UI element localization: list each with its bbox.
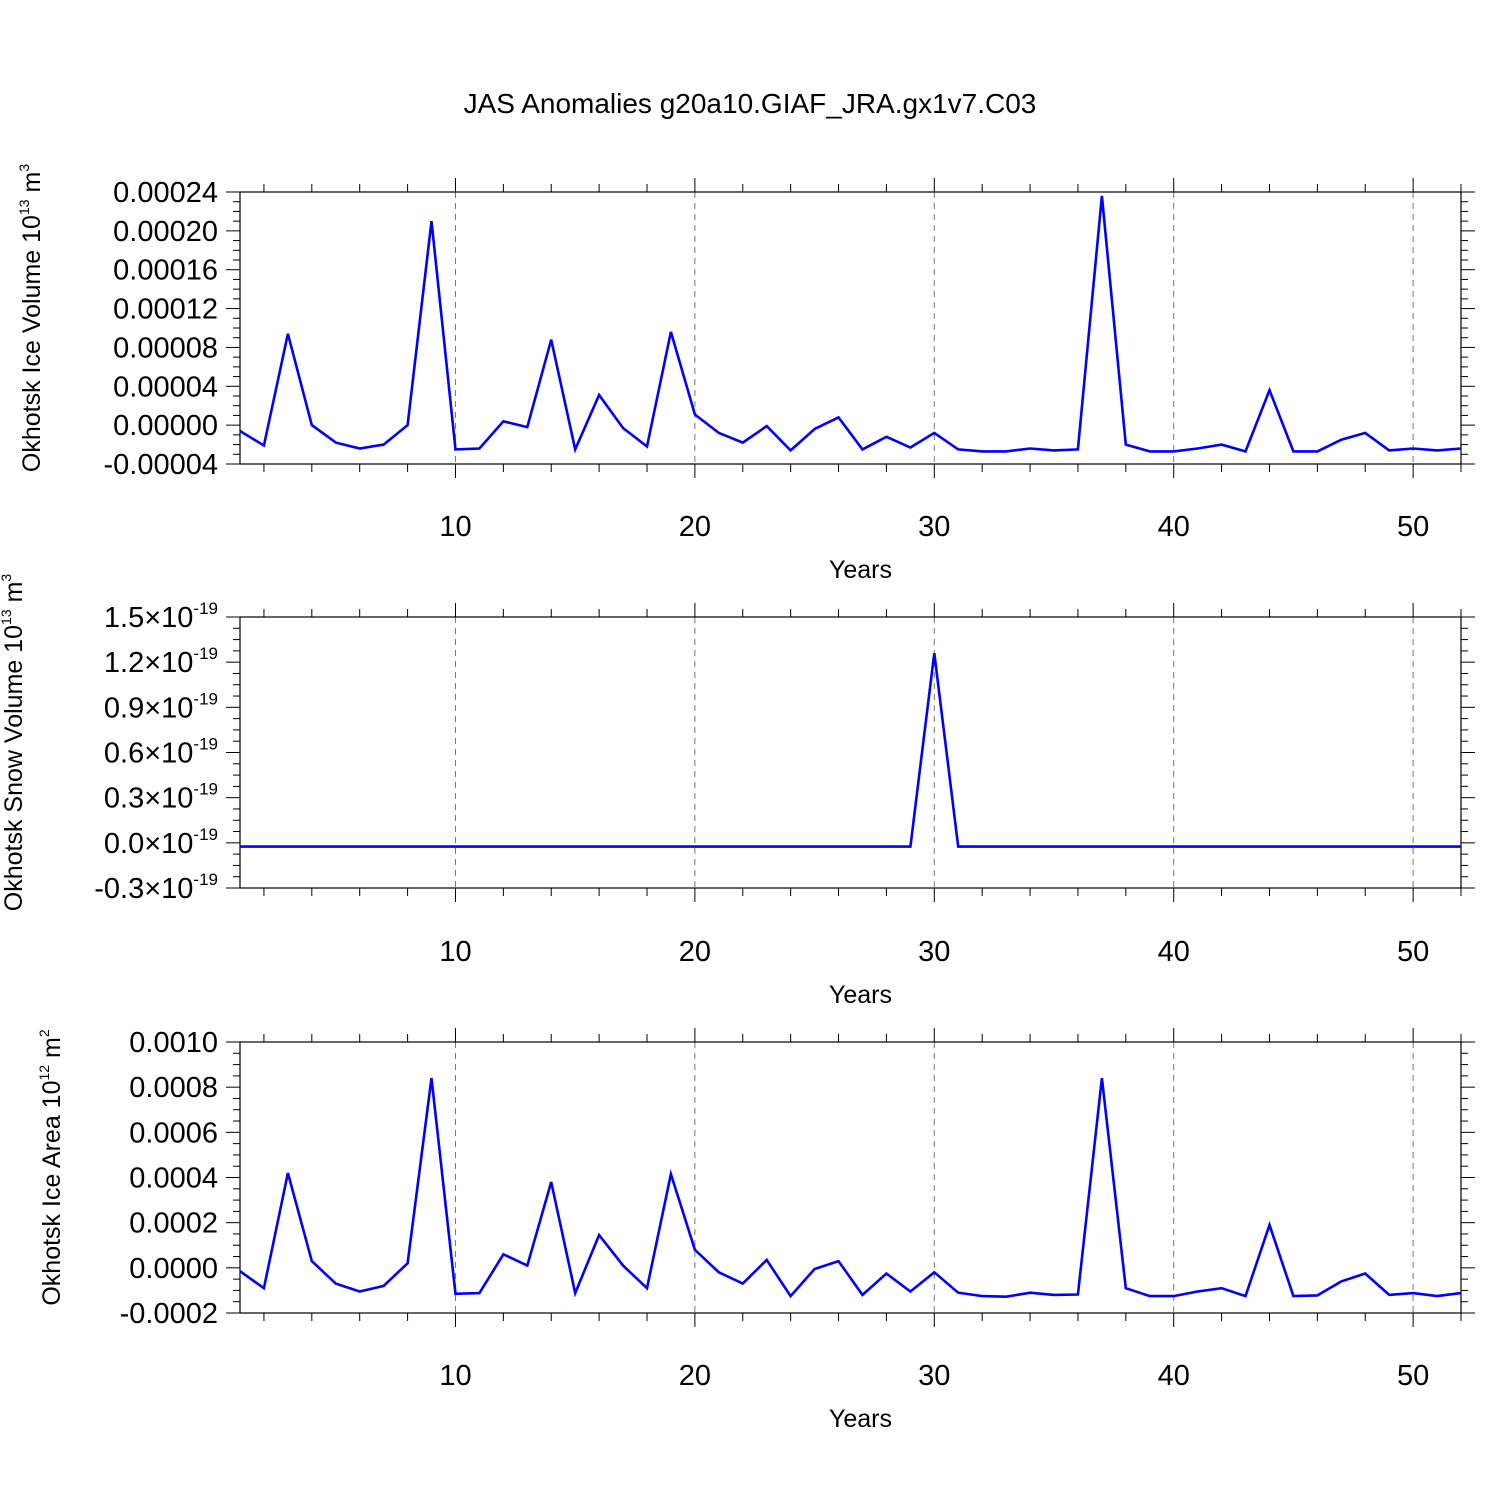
- y-tick-label: 0.00012: [113, 294, 218, 326]
- x-tick-label: 40: [1158, 1360, 1190, 1392]
- y-tick-label: 0.9×10-19: [104, 689, 218, 724]
- chart-panel-2: 10 20 30 40 50 -0.3×10-19 0.0×10-19 0.3×10-19 0.…: [0, 574, 1475, 1009]
- x-tick-label: 10: [439, 936, 471, 968]
- y-tick-label: -0.0002: [120, 1298, 218, 1330]
- y-tick-label: 0.0×10-19: [104, 825, 218, 860]
- chart-panel-1: 10 20 30 40 50 -0.00004 0.00000 0.00004 0.00008 0…: [16, 164, 1475, 584]
- x-tick-label: 20: [679, 936, 711, 968]
- y-tick-label: 0.6×10-19: [104, 735, 218, 770]
- y-tick-label: 1.5×10-19: [104, 599, 218, 634]
- plot-frame: [239, 1041, 1462, 1314]
- x-tick-label: 50: [1397, 936, 1429, 968]
- y-tick-label: 0.00004: [113, 371, 218, 403]
- x-tick-label: 40: [1158, 936, 1190, 968]
- page-title: JAS Anomalies g20a10.GIAF_JRA.gx1v7.C03: [463, 88, 1037, 119]
- x-tick-label: 50: [1397, 511, 1429, 543]
- series-line: [239, 1077, 1462, 1299]
- x-tick-label: 40: [1158, 511, 1190, 543]
- y-axis-label: Okhotsk Snow Volume 1013 m3: [0, 574, 28, 912]
- x-tick-label: 20: [679, 1360, 711, 1392]
- x-tick-label: 10: [439, 1360, 471, 1392]
- y-tick-label: 0.0000: [129, 1253, 218, 1285]
- y-tick-label: 0.0004: [129, 1163, 218, 1195]
- x-tick-label: 50: [1397, 1360, 1429, 1392]
- y-tick-label: -0.3×10-19: [94, 870, 218, 905]
- y-tick-label: 0.0002: [129, 1208, 218, 1240]
- y-tick-label: 1.2×10-19: [104, 644, 218, 679]
- y-tick-label: 0.0008: [129, 1072, 218, 1104]
- plot-frame: [239, 191, 1462, 465]
- x-tick-label: 20: [679, 511, 711, 543]
- y-tick-label: 0.00008: [113, 332, 218, 364]
- x-axis-label: Years: [829, 556, 892, 584]
- y-axis-label: Okhotsk Ice Area 1012 m2: [36, 1029, 66, 1305]
- chart-panel-3: 10 20 30 40 50 -0.0002 0.0000 0.0002 0.0004 0.000…: [36, 1027, 1475, 1433]
- x-axis-label: Years: [829, 1405, 892, 1433]
- y-tick-label: 0.00020: [113, 216, 218, 248]
- y-tick-label: 0.00024: [113, 177, 218, 209]
- series-line: [240, 652, 1461, 848]
- y-axis-label: Okhotsk Ice Volume 1013 m3: [16, 164, 46, 472]
- y-tick-label: 0.0006: [129, 1117, 218, 1149]
- x-tick-label: 30: [918, 936, 950, 968]
- y-tick-label: 0.00000: [113, 410, 218, 442]
- y-tick-label: -0.00004: [104, 449, 219, 481]
- y-tick-label: 0.3×10-19: [104, 780, 218, 815]
- x-tick-label: 10: [439, 511, 471, 543]
- x-tick-label: 30: [918, 511, 950, 543]
- series-line: [239, 195, 1462, 454]
- x-tick-label: 30: [918, 1360, 950, 1392]
- y-tick-label: 0.0010: [129, 1027, 218, 1059]
- y-tick-label: 0.00016: [113, 255, 218, 287]
- x-axis-label: Years: [829, 981, 892, 1009]
